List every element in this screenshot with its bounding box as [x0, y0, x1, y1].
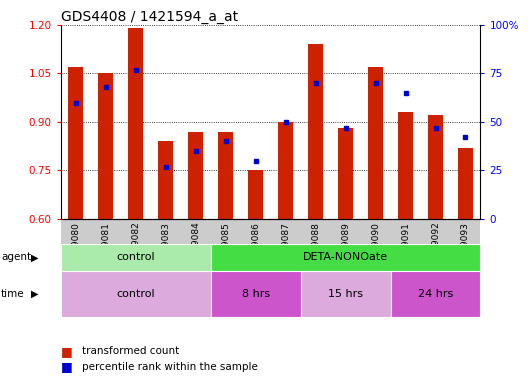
Bar: [338, 128, 353, 219]
Bar: [128, 28, 143, 219]
Bar: [211, 271, 300, 317]
Text: agent: agent: [1, 252, 31, 262]
Bar: [300, 271, 391, 317]
Bar: [248, 170, 263, 219]
Bar: [458, 148, 473, 219]
Bar: [218, 132, 233, 219]
Text: transformed count: transformed count: [82, 346, 179, 356]
Text: ■: ■: [61, 360, 72, 373]
Bar: [398, 112, 413, 219]
Text: ■: ■: [61, 345, 72, 358]
Text: DETA-NONOate: DETA-NONOate: [303, 252, 388, 262]
Text: 15 hrs: 15 hrs: [328, 289, 363, 299]
Text: time: time: [1, 289, 25, 299]
Bar: [211, 244, 480, 271]
Bar: [98, 73, 113, 219]
Bar: [278, 122, 293, 219]
Bar: [61, 244, 211, 271]
Text: 24 hrs: 24 hrs: [418, 289, 453, 299]
Bar: [428, 116, 443, 219]
Bar: [308, 44, 323, 219]
Text: control: control: [116, 252, 155, 262]
Text: 8 hrs: 8 hrs: [241, 289, 270, 299]
Bar: [68, 67, 83, 219]
Bar: [391, 271, 480, 317]
Text: ▶: ▶: [31, 289, 38, 299]
Text: percentile rank within the sample: percentile rank within the sample: [82, 362, 258, 372]
Bar: [188, 132, 203, 219]
Text: ▶: ▶: [31, 252, 38, 262]
Bar: [368, 67, 383, 219]
Bar: [158, 141, 173, 219]
Text: GDS4408 / 1421594_a_at: GDS4408 / 1421594_a_at: [61, 10, 238, 24]
Bar: [61, 271, 211, 317]
Text: control: control: [116, 289, 155, 299]
